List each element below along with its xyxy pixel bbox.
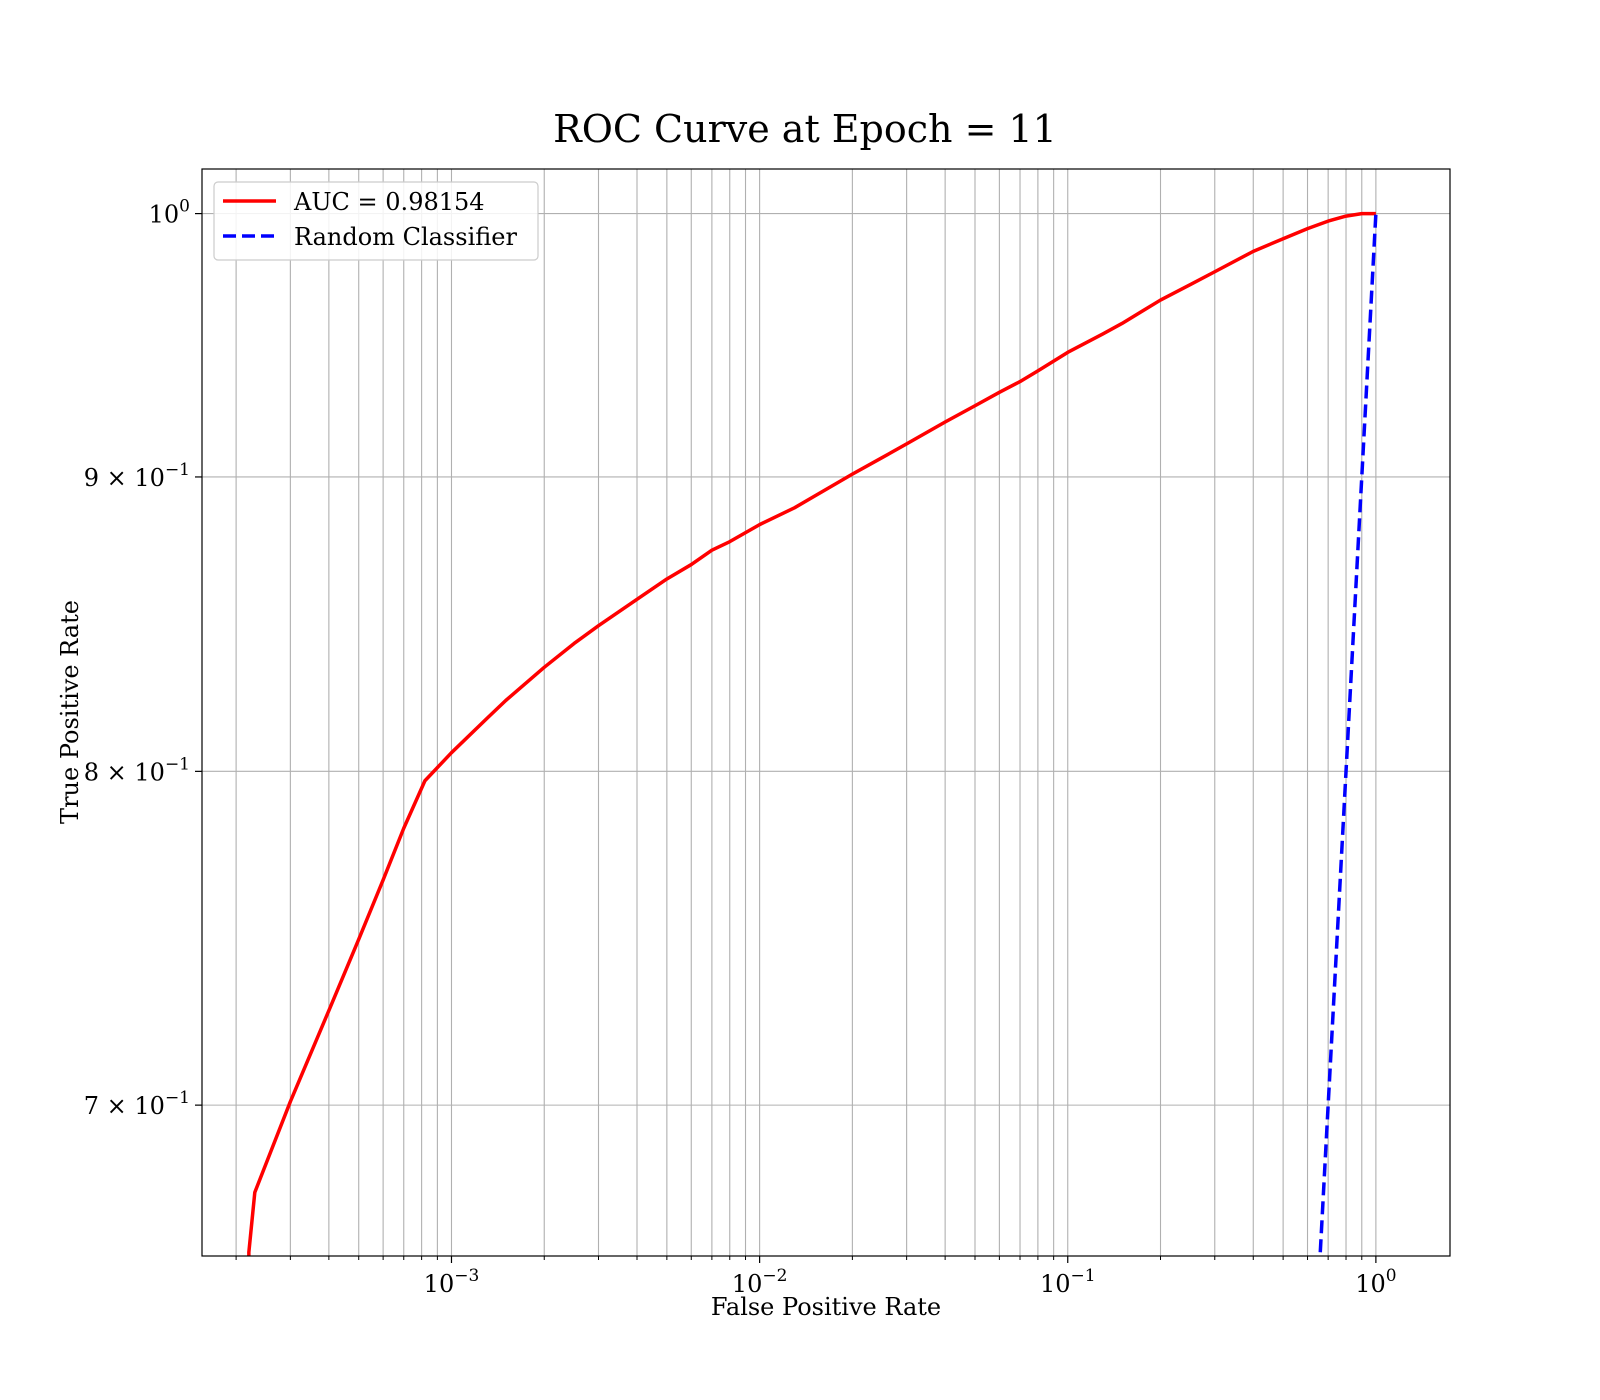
x-axis-ticks: 10−3 10−2 10−1 100 [235, 1256, 1397, 1298]
y-tick-label: 7 × 10−1 [84, 1088, 190, 1120]
x-tick-label: 10−1 [1040, 1266, 1096, 1298]
x-tick-label: 100 [1355, 1266, 1396, 1298]
legend-label-random: Random Classifier [294, 223, 517, 251]
y-tick-label: 9 × 10−1 [84, 460, 190, 492]
x-axis-label: False Positive Rate [711, 1293, 941, 1321]
legend-label-auc: AUC = 0.98154 [293, 188, 485, 216]
x-tick-label: 10−2 [732, 1266, 788, 1298]
y-tick-label: 8 × 10−1 [84, 754, 190, 786]
series-layer [247, 211, 1378, 1256]
grid [202, 169, 1450, 1256]
random-classifier-line [1318, 213, 1378, 1256]
y-tick-label: 100 [149, 197, 190, 229]
y-axis-ticks: 7 × 10−1 8 × 10−1 9 × 10−1 100 [84, 197, 202, 1120]
chart-title: ROC Curve at Epoch = 11 [553, 107, 1057, 151]
x-tick-label: 10−3 [424, 1266, 480, 1298]
y-axis-label: True Positive Rate [56, 600, 84, 824]
legend: AUC = 0.98154 Random Classifier [213, 181, 539, 261]
legend-box [213, 181, 539, 261]
roc-curve-line [247, 211, 1376, 1256]
plot-frame [201, 168, 1451, 1257]
